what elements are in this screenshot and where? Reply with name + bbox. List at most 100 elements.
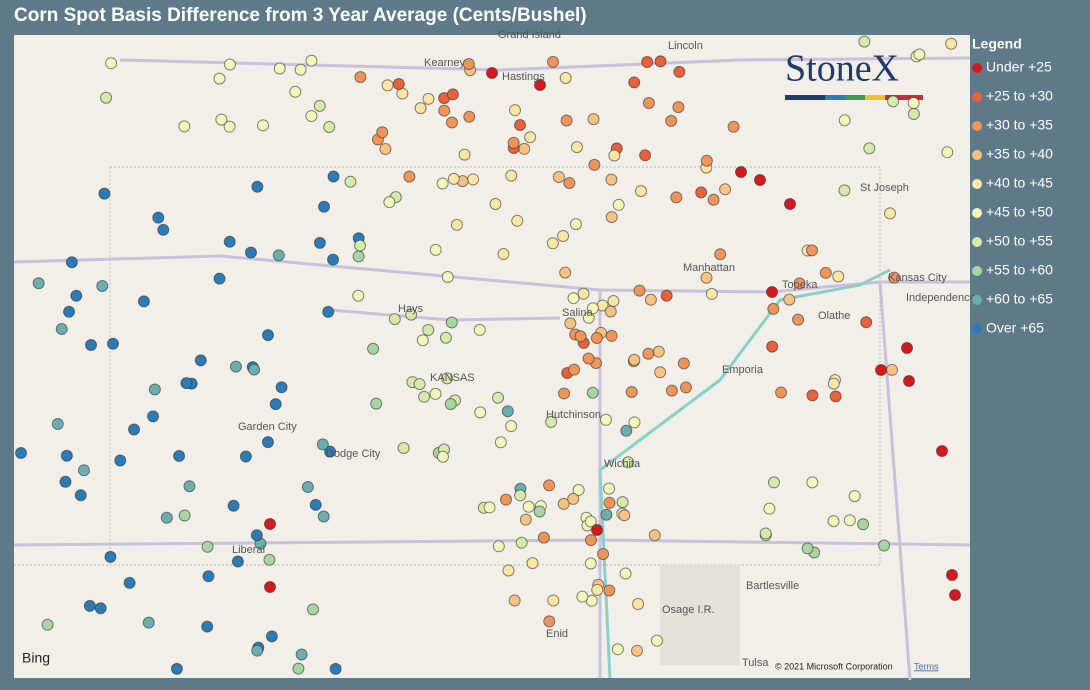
- station-dot: [388, 313, 401, 326]
- station-dot: [567, 292, 580, 305]
- station-dot: [832, 270, 845, 283]
- station-dot: [32, 277, 45, 290]
- station-dot: [829, 390, 842, 403]
- station-dot: [628, 353, 641, 366]
- station-dot: [591, 583, 604, 596]
- map-label: Olathe: [818, 310, 850, 322]
- station-dot: [445, 316, 458, 329]
- station-dot: [642, 96, 655, 109]
- legend-swatch: [972, 63, 982, 73]
- station-dot: [429, 243, 442, 256]
- station-dot: [305, 110, 318, 123]
- station-dot: [607, 295, 620, 308]
- station-dot: [827, 377, 840, 390]
- station-dot: [316, 438, 329, 451]
- station-dot: [819, 266, 832, 279]
- legend-swatch: [972, 179, 982, 189]
- station-dot: [329, 662, 342, 675]
- terms[interactable]: Terms: [914, 661, 939, 671]
- station-dot: [620, 424, 633, 437]
- station-dot: [51, 417, 64, 430]
- station-dot: [429, 387, 442, 400]
- legend-label: +40 to +45: [986, 175, 1053, 191]
- station-dot: [317, 510, 330, 523]
- station-dot: [436, 177, 449, 190]
- station-dot: [559, 266, 572, 279]
- legend-label: +45 to +50: [986, 204, 1053, 220]
- station-dot: [352, 250, 365, 263]
- station-dot: [381, 79, 394, 92]
- station-dot: [903, 375, 915, 387]
- station-dot: [352, 289, 365, 302]
- station-dot: [178, 120, 191, 133]
- legend-label: +30 to +35: [986, 117, 1053, 133]
- station-dot: [486, 67, 498, 79]
- legend-title: Legend: [972, 36, 1022, 52]
- station-dot: [272, 249, 285, 262]
- station-dot: [441, 372, 454, 385]
- station-dot: [654, 55, 667, 68]
- station-dot: [695, 186, 708, 199]
- station-dot: [857, 518, 870, 531]
- station-dot: [604, 305, 617, 318]
- map-label: Lincoln: [668, 40, 703, 52]
- station-dot: [413, 378, 426, 391]
- station-dot: [886, 363, 899, 376]
- station-dot: [494, 436, 507, 449]
- station-dot: [305, 54, 318, 67]
- station-dot: [630, 644, 643, 657]
- station-dot: [806, 476, 819, 489]
- station-dot: [307, 603, 320, 616]
- station-dot: [261, 436, 274, 449]
- legend-label: +60 to +65: [986, 291, 1053, 307]
- station-dot: [805, 244, 818, 257]
- station-dot: [633, 284, 646, 297]
- station-dot: [672, 101, 685, 114]
- station-dot: [574, 330, 587, 343]
- legend-label: Over +65: [986, 320, 1044, 336]
- station-dot: [483, 501, 496, 514]
- station-dot: [582, 352, 595, 365]
- station-dot: [618, 509, 631, 522]
- station-dot: [625, 386, 638, 399]
- station-dot: [570, 141, 583, 154]
- station-dot: [519, 513, 532, 526]
- station-dot: [239, 450, 252, 463]
- station-dot: [537, 531, 550, 544]
- map-label: St Joseph: [860, 182, 909, 194]
- map-label: Tulsa: [742, 657, 769, 669]
- map-label: Garden City: [238, 421, 297, 433]
- station-dot: [152, 211, 165, 224]
- station-dot: [884, 207, 897, 220]
- station-dot: [584, 515, 597, 528]
- station-dot: [568, 363, 581, 376]
- station-dot: [603, 482, 616, 495]
- map-background: [14, 35, 970, 678]
- station-dot: [611, 643, 624, 656]
- station-dot: [94, 602, 107, 615]
- station-dot: [392, 77, 405, 90]
- station-dot: [628, 416, 641, 429]
- station-dot: [843, 514, 856, 527]
- station-dot: [309, 498, 322, 511]
- map-label: Wichita: [604, 458, 641, 470]
- legend-swatch: [972, 208, 982, 218]
- station-dot: [327, 253, 340, 266]
- station-dot: [547, 594, 560, 607]
- station-dot: [436, 450, 449, 463]
- station-dot: [719, 183, 732, 196]
- legend-swatch: [972, 150, 982, 160]
- station-dot: [59, 475, 72, 488]
- station-dot: [670, 191, 683, 204]
- station-dot: [83, 599, 96, 612]
- station-dot: [557, 497, 570, 510]
- copyright: © 2021 Microsoft Corporation: [775, 661, 893, 671]
- station-dot: [526, 557, 539, 570]
- station-dot: [295, 648, 308, 661]
- map-label: Hastings: [502, 71, 545, 83]
- title: Corn Spot Basis Difference from 3 Year A…: [14, 5, 587, 26]
- station-dot: [98, 187, 111, 200]
- station-dot: [229, 360, 242, 373]
- station-dot: [591, 524, 603, 536]
